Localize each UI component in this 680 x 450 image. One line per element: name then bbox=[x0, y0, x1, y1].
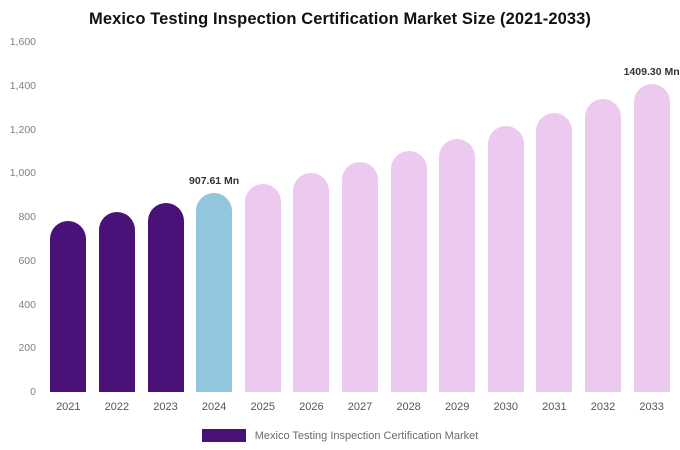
y-tick-label: 600 bbox=[18, 254, 36, 267]
x-tick-label-2028: 2028 bbox=[396, 401, 421, 413]
x-tick-label-2023: 2023 bbox=[153, 401, 178, 413]
bar-column-2021: 2021 bbox=[44, 42, 93, 413]
bar-2024 bbox=[196, 193, 233, 392]
chart-title: Mexico Testing Inspection Certification … bbox=[88, 10, 592, 28]
legend-swatch bbox=[201, 429, 246, 442]
bar-column-2027: 2027 bbox=[336, 42, 385, 413]
y-tick-label: 1,600 bbox=[9, 36, 36, 48]
y-tick-label: 1,400 bbox=[9, 79, 36, 92]
bar-2028 bbox=[390, 150, 427, 392]
bar-column-2025: 2025 bbox=[238, 42, 287, 413]
bar-2027 bbox=[341, 162, 378, 392]
bar-column-2024: 907.61 Mn 2024 bbox=[189, 42, 240, 413]
x-tick-label-2031: 2031 bbox=[542, 401, 567, 413]
x-tick-label-2021: 2021 bbox=[56, 401, 81, 413]
x-tick-label-2024: 2024 bbox=[201, 401, 227, 413]
bar-column-2032: 2032 bbox=[579, 42, 628, 413]
legend: Mexico Testing Inspection Certification … bbox=[0, 429, 680, 442]
y-tick-label: 800 bbox=[18, 211, 36, 223]
bar-2023 bbox=[147, 202, 184, 392]
bar-2032 bbox=[585, 98, 621, 392]
x-tick-label-2022: 2022 bbox=[104, 401, 130, 413]
bar-column-2026: 2026 bbox=[287, 42, 336, 413]
bar-2033 bbox=[633, 83, 670, 392]
bar-2021 bbox=[50, 220, 87, 392]
bar-column-2029: 2029 bbox=[433, 42, 482, 413]
bar-column-2030: 2030 bbox=[481, 42, 530, 413]
bar-2029 bbox=[439, 138, 476, 392]
bar-2030 bbox=[487, 126, 524, 392]
bar-2025 bbox=[244, 183, 281, 392]
value-label-2033: 1409.30 Mn bbox=[623, 65, 680, 78]
x-tick-label-2029: 2029 bbox=[444, 401, 470, 413]
y-tick-label: 400 bbox=[18, 298, 36, 311]
value-label-2024: 907.61 Mn bbox=[189, 175, 240, 188]
x-tick-label-2025: 2025 bbox=[250, 401, 275, 413]
bar-column-2023: 2023 bbox=[141, 42, 190, 413]
bar-2022 bbox=[98, 211, 135, 392]
x-tick-label-2032: 2032 bbox=[590, 401, 616, 413]
y-tick-label: 1,000 bbox=[9, 167, 36, 180]
x-tick-label-2026: 2026 bbox=[299, 401, 324, 413]
bar-2031 bbox=[536, 112, 573, 392]
x-tick-label-2030: 2030 bbox=[493, 401, 519, 413]
x-tick-label-2033: 2033 bbox=[639, 401, 664, 413]
bar-2026 bbox=[293, 173, 330, 392]
y-tick-label: 1,200 bbox=[9, 123, 36, 136]
bar-column-2031: 2031 bbox=[530, 42, 579, 413]
x-tick-label-2027: 2027 bbox=[347, 401, 373, 413]
y-tick-label: 0 bbox=[30, 386, 36, 398]
legend-label: Mexico Testing Inspection Certification … bbox=[254, 429, 479, 442]
bar-column-2022: 2022 bbox=[93, 42, 142, 413]
y-tick-label: 200 bbox=[18, 342, 36, 355]
plot-area: 2021 2022 2023 907.61 Mn 2024 2025 2026 2027 202… bbox=[44, 42, 680, 413]
bar-column-2033: 1409.30 Mn 2033 bbox=[624, 42, 680, 413]
bar-column-2028: 2028 bbox=[384, 42, 433, 413]
y-axis: 1,600 1,400 1,200 1,000 800 600 400 200 0 bbox=[0, 36, 38, 398]
